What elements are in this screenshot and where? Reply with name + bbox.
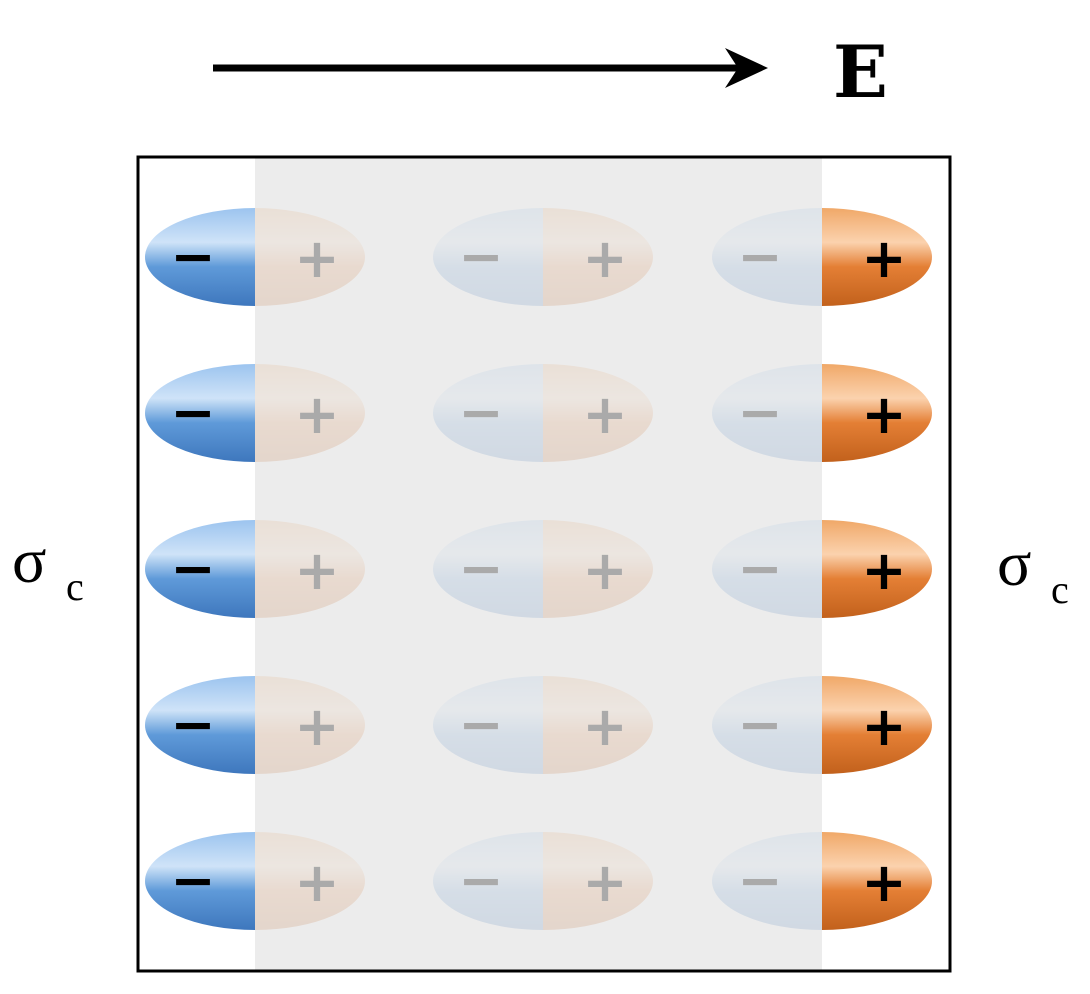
dipole-negative-end [145, 208, 255, 306]
positive-charge-sign: + [582, 383, 627, 446]
negative-charge-sign: − [737, 225, 782, 288]
positive-charge-sign: + [294, 851, 339, 914]
surface-charge-right: σ c [997, 528, 1069, 612]
positive-charge-sign: + [582, 851, 627, 914]
negative-charge-sign: − [458, 225, 503, 288]
negative-charge-sign: − [737, 381, 782, 444]
negative-charge-sign: − [737, 693, 782, 756]
positive-charge-sign: + [582, 227, 627, 290]
negative-charge-sign: − [170, 849, 215, 912]
sigma-left: σ [12, 525, 47, 596]
interior-overlay [255, 157, 822, 971]
dipole-positive-end [822, 364, 932, 462]
field-label: E [833, 29, 888, 114]
dielectric-slab-border [136, 155, 952, 973]
sigma-right-subscript: c [1051, 567, 1069, 612]
negative-charge-sign: − [458, 537, 503, 600]
positive-charge-sign: + [861, 851, 906, 914]
negative-charge-sign: − [737, 537, 782, 600]
sigma-right: σ [997, 528, 1032, 599]
negative-charge-sign: − [170, 381, 215, 444]
dipole-negative-end [145, 676, 255, 774]
positive-charge-sign: + [294, 539, 339, 602]
dipole-positive-end [822, 676, 932, 774]
negative-charge-sign: − [458, 693, 503, 756]
positive-charge-sign: + [294, 227, 339, 290]
surface-charge-left: σ c [12, 525, 84, 609]
dipole-positive-end [822, 208, 932, 306]
positive-charge-sign: + [582, 539, 627, 602]
negative-charge-sign: − [458, 849, 503, 912]
positive-charge-sign: + [861, 539, 906, 602]
sigma-left-subscript: c [66, 564, 84, 609]
positive-charge-sign: + [294, 383, 339, 446]
dipole-positive-end [822, 832, 932, 930]
negative-charge-sign: − [170, 537, 215, 600]
dipole-positive-end [822, 520, 932, 618]
positive-charge-sign: + [861, 695, 906, 758]
negative-charge-sign: − [170, 693, 215, 756]
charge-signs: − + − + − + − + − + − + − + − + − + − + − + − + − + − + − + [170, 225, 906, 914]
negative-charge-sign: − [170, 225, 215, 288]
negative-charge-sign: − [458, 381, 503, 444]
positive-charge-sign: + [582, 695, 627, 758]
positive-charge-sign: + [861, 383, 906, 446]
dipole-negative-end [145, 364, 255, 462]
negative-charge-sign: − [737, 849, 782, 912]
field-arrow-head [725, 48, 768, 88]
dipole-negative-end [145, 832, 255, 930]
positive-charge-sign: + [861, 227, 906, 290]
positive-charge-sign: + [294, 695, 339, 758]
dipole-negative-end [145, 520, 255, 618]
field-arrow [213, 48, 768, 88]
